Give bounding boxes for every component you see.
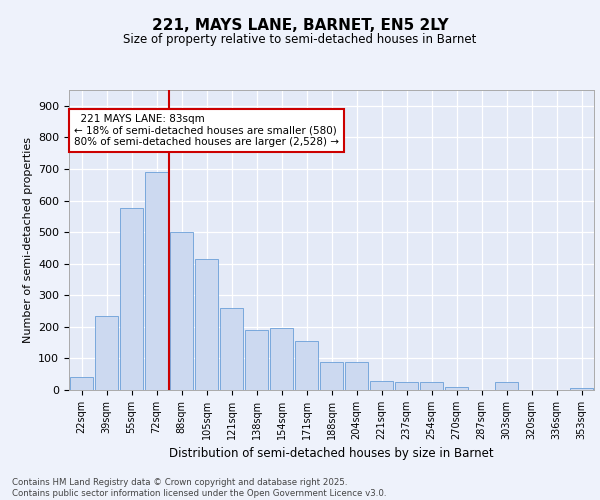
Bar [269, 328, 293, 390]
Bar [320, 362, 343, 390]
Y-axis label: Number of semi-detached properties: Number of semi-detached properties [23, 137, 32, 343]
Bar [395, 382, 418, 390]
Bar [194, 259, 218, 390]
Bar [170, 232, 193, 390]
Bar [70, 378, 94, 390]
Bar [220, 308, 244, 390]
Bar [295, 341, 319, 390]
Bar [344, 362, 368, 390]
Bar [445, 387, 469, 390]
Text: 221, MAYS LANE, BARNET, EN5 2LY: 221, MAYS LANE, BARNET, EN5 2LY [152, 18, 448, 32]
Bar [494, 382, 518, 390]
Text: 221 MAYS LANE: 83sqm
← 18% of semi-detached houses are smaller (580)
80% of semi: 221 MAYS LANE: 83sqm ← 18% of semi-detac… [74, 114, 339, 147]
Bar [569, 388, 593, 390]
Bar [419, 382, 443, 390]
X-axis label: Distribution of semi-detached houses by size in Barnet: Distribution of semi-detached houses by … [169, 448, 494, 460]
Bar [245, 330, 268, 390]
Bar [370, 380, 394, 390]
Bar [95, 316, 118, 390]
Bar [119, 208, 143, 390]
Bar [145, 172, 169, 390]
Text: Contains HM Land Registry data © Crown copyright and database right 2025.
Contai: Contains HM Land Registry data © Crown c… [12, 478, 386, 498]
Text: Size of property relative to semi-detached houses in Barnet: Size of property relative to semi-detach… [124, 32, 476, 46]
